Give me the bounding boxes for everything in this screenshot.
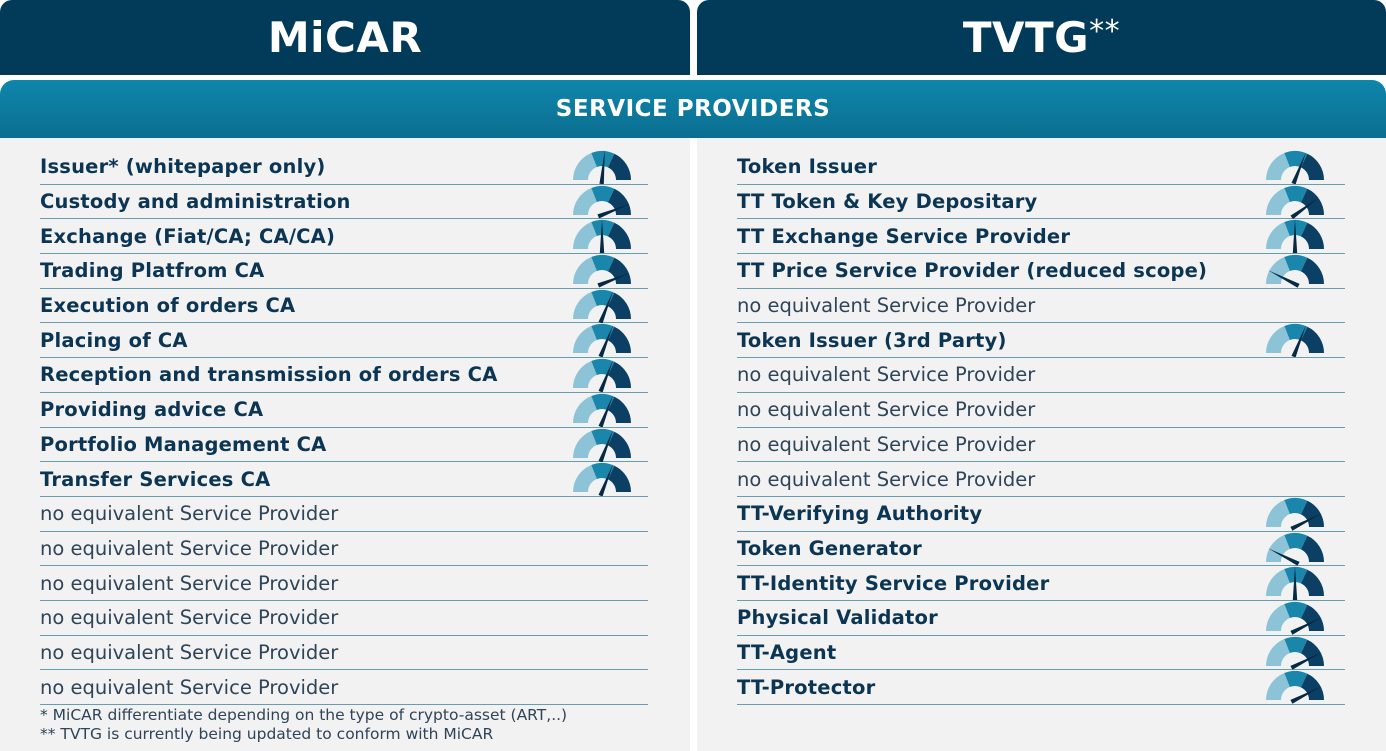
tvtg-row: no equivalent Service Provider [737, 393, 1345, 428]
tvtg-row: TT Token & Key Depositary [737, 185, 1345, 220]
micar-row: Portfolio Management CA [40, 428, 648, 463]
tvtg-row-label: TT Price Service Provider (reduced scope… [737, 259, 1208, 283]
tvtg-title: TVTG [962, 13, 1090, 62]
micar-row: Reception and transmission of orders CA [40, 358, 648, 393]
tvtg-row-label: no equivalent Service Provider [737, 398, 1036, 422]
gauge-icon [1265, 252, 1325, 288]
gauge-icon [1265, 564, 1325, 601]
gauge-icon [572, 287, 632, 324]
service-providers-band: SERVICE PROVIDERS [0, 80, 1386, 138]
micar-row-label: no equivalent Service Provider [40, 606, 339, 630]
micar-row-label: Trading Platfrom CA [40, 259, 265, 283]
tvtg-row: TT Exchange Service Provider [737, 217, 1345, 255]
micar-title: MiCAR [267, 13, 423, 62]
gauge-icon [572, 321, 632, 358]
footnotes: * MiCAR differentiate depending on the t… [40, 706, 567, 744]
micar-header: MiCAR [0, 0, 690, 75]
micar-row: Transfer Services CA [40, 462, 648, 497]
tvtg-title-suffix: ** [1089, 14, 1121, 49]
micar-row: no equivalent Service Provider [40, 497, 648, 532]
tvtg-row: TT-Protector [737, 670, 1345, 705]
micar-provider-list: Issuer* (whitepaper only) Custody and adm… [40, 150, 648, 705]
micar-row: no equivalent Service Provider [40, 636, 648, 671]
gauge-icon [572, 148, 632, 185]
tvtg-row: Token Issuer [737, 150, 1345, 185]
tvtg-row-label: no equivalent Service Provider [737, 363, 1036, 387]
gauge-icon [1265, 217, 1325, 254]
micar-row: Execution of orders CA [40, 289, 648, 324]
tvtg-row-label: TT Exchange Service Provider [737, 224, 1071, 248]
gauge-icon [1265, 668, 1325, 705]
micar-row: Placing of CA [40, 321, 648, 359]
tvtg-row: TT-Verifying Authority [737, 497, 1345, 532]
tvtg-row: Token Generator [737, 532, 1345, 567]
tvtg-row: TT Price Service Provider (reduced scope… [737, 254, 1345, 289]
tvtg-row-label: TT-Verifying Authority [737, 502, 983, 526]
tvtg-row: TT-Agent [737, 636, 1345, 671]
gauge-icon [572, 252, 632, 288]
tvtg-row-label: no equivalent Service Provider [737, 467, 1036, 491]
micar-row: Trading Platfrom CA [40, 254, 648, 289]
tvtg-row-label: Token Generator [737, 536, 922, 560]
tvtg-row-label: Token Issuer [737, 155, 878, 179]
tvtg-row: Physical Validator [737, 601, 1345, 636]
tvtg-row-label: Token Issuer (3rd Party) [737, 328, 1007, 352]
micar-row-label: Providing advice CA [40, 398, 264, 422]
tvtg-row: no equivalent Service Provider [737, 462, 1345, 497]
micar-row: Custody and administration [40, 185, 648, 220]
gauge-icon [1265, 321, 1325, 358]
micar-row: Providing advice CA [40, 393, 648, 428]
micar-row: Issuer* (whitepaper only) [40, 150, 648, 185]
gauge-icon [1265, 495, 1325, 531]
gauge-icon [1265, 530, 1325, 566]
tvtg-row: Token Issuer (3rd Party) [737, 321, 1345, 359]
micar-row: no equivalent Service Provider [40, 670, 648, 705]
tvtg-row-label: no equivalent Service Provider [737, 294, 1036, 318]
tvtg-row-label: no equivalent Service Provider [737, 432, 1036, 456]
micar-row: no equivalent Service Provider [40, 532, 648, 567]
micar-row-label: Placing of CA [40, 328, 188, 352]
micar-row-label: Portfolio Management CA [40, 432, 327, 456]
micar-row-label: Exchange (Fiat/CA; CA/CA) [40, 224, 336, 248]
tvtg-row: no equivalent Service Provider [737, 358, 1345, 393]
tvtg-row-label: TT-Protector [737, 675, 876, 699]
micar-panel: Issuer* (whitepaper only) Custody and adm… [0, 138, 690, 751]
micar-row-label: no equivalent Service Provider [40, 502, 339, 526]
gauge-icon [572, 460, 632, 497]
micar-row-label: Transfer Services CA [40, 467, 271, 491]
micar-row-label: Issuer* (whitepaper only) [40, 155, 326, 179]
micar-row-label: Execution of orders CA [40, 294, 296, 318]
micar-row: no equivalent Service Provider [40, 601, 648, 636]
micar-row-label: no equivalent Service Provider [40, 640, 339, 664]
footnote-2: ** TVTG is currently being updated to co… [40, 725, 494, 743]
gauge-icon [572, 217, 632, 254]
micar-row: Exchange (Fiat/CA; CA/CA) [40, 217, 648, 255]
tvtg-row-label: TT-Identity Service Provider [737, 571, 1050, 595]
gauge-icon [572, 391, 632, 428]
micar-row-label: Reception and transmission of orders CA [40, 363, 498, 387]
tvtg-panel: Token Issuer TT Token & Key Depositary TT … [697, 138, 1386, 751]
tvtg-header: TVTG ** [697, 0, 1386, 75]
gauge-icon [572, 426, 632, 463]
gauge-icon [572, 356, 632, 393]
micar-row-label: no equivalent Service Provider [40, 536, 339, 560]
gauge-icon [572, 183, 632, 219]
micar-row-label: no equivalent Service Provider [40, 675, 339, 699]
tvtg-row: no equivalent Service Provider [737, 289, 1345, 324]
tvtg-provider-list: Token Issuer TT Token & Key Depositary TT … [737, 150, 1345, 705]
footnote-1: * MiCAR differentiate depending on the t… [40, 706, 568, 724]
tvtg-row-label: TT Token & Key Depositary [737, 190, 1038, 214]
micar-row-label: Custody and administration [40, 190, 351, 214]
tvtg-row-label: TT-Agent [737, 640, 837, 664]
micar-row: no equivalent Service Provider [40, 566, 648, 601]
micar-row-label: no equivalent Service Provider [40, 571, 339, 595]
tvtg-row-label: Physical Validator [737, 606, 938, 630]
tvtg-row: no equivalent Service Provider [737, 428, 1345, 463]
gauge-icon [1265, 148, 1325, 185]
band-title: SERVICE PROVIDERS [555, 96, 831, 122]
tvtg-row: TT-Identity Service Provider [737, 566, 1345, 601]
gauge-icon [1265, 599, 1325, 635]
gauge-icon [1265, 183, 1325, 219]
gauge-icon [1265, 634, 1325, 670]
